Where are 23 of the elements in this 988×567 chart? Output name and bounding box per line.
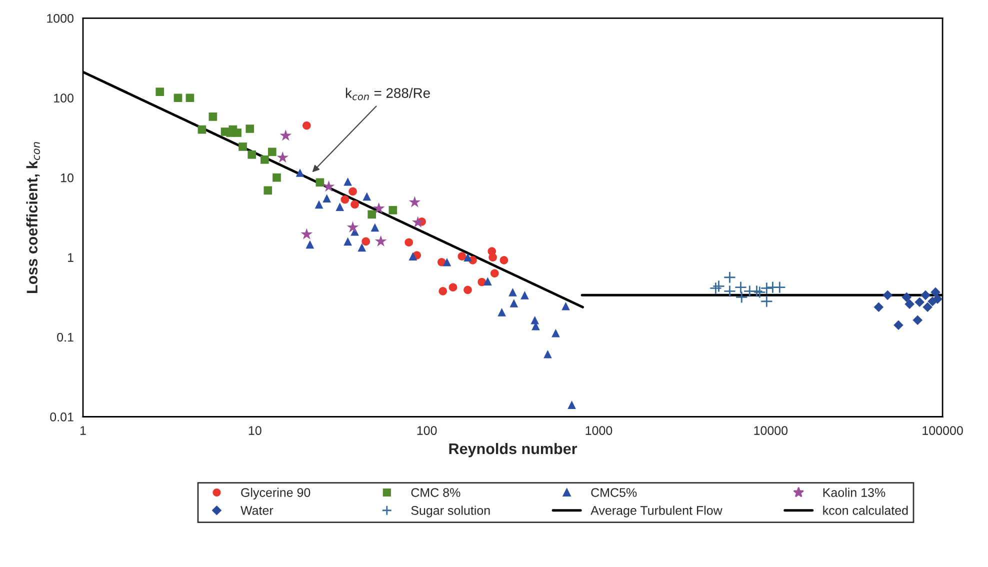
y-tick-label: 10 <box>61 173 74 182</box>
x-tick-label: 100000 <box>922 426 963 435</box>
x-tick-label: 10 <box>248 426 262 435</box>
y-tick-label: 100 <box>54 94 74 103</box>
x-tick-label: 1000 <box>586 426 612 435</box>
legend-label: Kaolin 13% <box>823 488 886 497</box>
y-axis-title: Loss coefficient, k$_{con}$ <box>26 142 40 293</box>
legend-label: kcon calculated <box>823 506 908 515</box>
legend-label: Glycerine 90 <box>241 488 310 500</box>
x-tick-label: 10000 <box>754 426 788 435</box>
legend-label: CMC5% <box>591 488 637 497</box>
x-axis-title: Reynolds number <box>449 442 578 458</box>
y-tick-label: 1000 <box>47 14 74 23</box>
x-tick-label: 100 <box>417 426 437 435</box>
legend-label: Sugar solution <box>411 506 490 518</box>
legend-label: Average Turbulent Flow <box>590 506 722 518</box>
x-tick-label: 1 <box>80 426 86 435</box>
y-tick-label: 1 <box>68 253 74 262</box>
y-tick-label: 0.1 <box>57 332 74 342</box>
legend-label: Water <box>240 506 274 515</box>
y-tick-label: 0.01 <box>50 412 74 422</box>
annotation: k$_{con}$ = 288/Re <box>346 88 430 100</box>
legend-label: CMC 8% <box>411 488 460 497</box>
